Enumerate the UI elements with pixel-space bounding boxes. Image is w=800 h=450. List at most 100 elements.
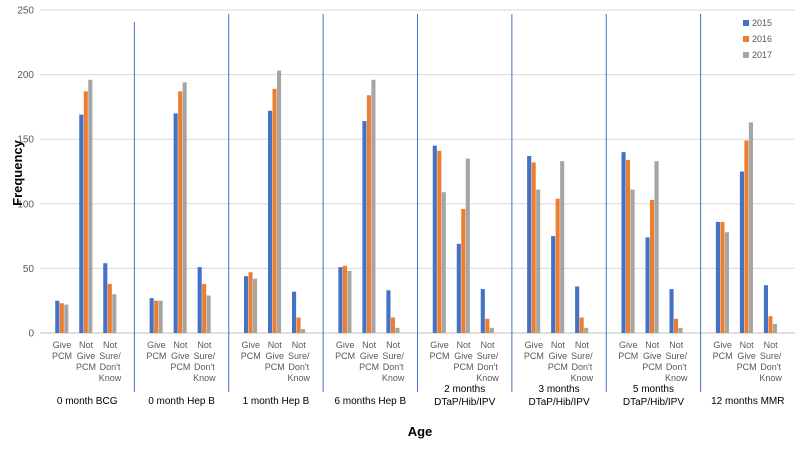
group-label: DTaP/Hib/IPV <box>623 397 684 408</box>
category-label: Give <box>171 351 190 361</box>
bars <box>55 70 777 334</box>
bar-2016 <box>626 159 631 333</box>
bar-2016 <box>650 199 655 333</box>
category-label: Not <box>575 340 590 350</box>
group-label: 3 months <box>538 384 579 395</box>
group-label: 0 month Hep B <box>148 396 215 407</box>
category-label: Give <box>619 340 638 350</box>
bar-2016 <box>296 317 301 333</box>
category-label: Give <box>147 340 166 350</box>
category-label: Know <box>99 373 122 383</box>
category-label: Not <box>79 340 94 350</box>
bar-2015 <box>55 300 60 333</box>
group-label: 5 months <box>633 384 674 395</box>
y-tick-label: 100 <box>17 199 34 210</box>
bar-2017 <box>536 189 541 333</box>
bar-2017 <box>489 327 494 333</box>
bar-2016 <box>272 88 277 333</box>
bar-2016 <box>768 316 773 333</box>
bar-2016 <box>342 265 347 333</box>
legend-label: 2017 <box>752 50 772 60</box>
category-label: Give <box>454 351 473 361</box>
bar-2016 <box>178 91 183 333</box>
category-label: PCM <box>241 351 261 361</box>
legend-label: 2016 <box>752 34 772 44</box>
bar-2015 <box>715 221 720 333</box>
category-label: PCM <box>454 362 474 372</box>
bar-2016 <box>107 283 112 333</box>
bar-2017 <box>64 304 69 333</box>
bar-2017 <box>182 82 187 334</box>
category-label: PCM <box>713 351 733 361</box>
bar-2015 <box>645 237 650 333</box>
category-label: Not <box>551 340 566 350</box>
legend-label: 2015 <box>752 18 772 28</box>
y-tick-label: 200 <box>17 70 34 81</box>
bar-2016 <box>390 317 395 333</box>
category-label: Don't <box>477 362 498 372</box>
category-label: Not <box>386 340 401 350</box>
bar-2017 <box>206 295 211 333</box>
group-label: DTaP/Hib/IPV <box>434 397 495 408</box>
category-label: PCM <box>737 362 757 372</box>
bar-2016 <box>461 208 466 333</box>
bar-2016 <box>579 317 584 333</box>
bar-2017 <box>465 158 470 333</box>
category-label: Give <box>737 351 756 361</box>
category-label: PCM <box>618 351 638 361</box>
bar-2015 <box>480 289 485 333</box>
category-label: Sure/ <box>382 351 404 361</box>
bar-2017 <box>724 232 729 333</box>
category-label: Know <box>476 373 499 383</box>
bar-2015 <box>197 267 202 333</box>
category-label: Give <box>430 340 449 350</box>
bar-2015 <box>551 236 556 333</box>
bar-2017 <box>441 192 446 333</box>
bar-2015 <box>149 298 154 333</box>
category-label: Give <box>241 340 260 350</box>
legend-swatch <box>743 52 749 58</box>
category-label: Sure/ <box>760 351 782 361</box>
category-label: PCM <box>359 362 379 372</box>
category-label: Don't <box>666 362 687 372</box>
category-label: Not <box>456 340 471 350</box>
category-label: Not <box>362 340 377 350</box>
category-label: Know <box>759 373 782 383</box>
bar-2015 <box>763 285 768 333</box>
bar-2017 <box>654 161 659 333</box>
category-label: Not <box>480 340 495 350</box>
bar-2015 <box>739 171 744 333</box>
category-label: Don't <box>288 362 309 372</box>
category-label: PCM <box>265 362 285 372</box>
bar-2015 <box>527 155 532 333</box>
bar-2015 <box>79 114 84 333</box>
category-label: Give <box>77 351 96 361</box>
category-label: Give <box>549 351 568 361</box>
group-label: 0 month BCG <box>57 396 118 407</box>
bar-2016 <box>366 95 371 333</box>
category-label: PCM <box>52 351 72 361</box>
category-label: Sure/ <box>99 351 121 361</box>
bar-2016 <box>674 318 679 333</box>
bar-2017 <box>395 327 400 333</box>
category-label: Not <box>292 340 307 350</box>
bar-2017 <box>584 327 589 333</box>
bar-2016 <box>720 221 725 333</box>
category-label: PCM <box>642 362 662 372</box>
y-axis-ticks: 0 50 100 150 200 250 <box>17 6 34 340</box>
bar-2017 <box>678 327 683 333</box>
bar-2016 <box>437 150 442 333</box>
bar-2015 <box>173 113 178 333</box>
bar-2015 <box>362 121 367 333</box>
legend-swatch <box>743 36 749 42</box>
group-label: 12 months MMR <box>711 396 784 407</box>
category-label: Don't <box>572 362 593 372</box>
bar-2016 <box>202 283 207 333</box>
category-label: Give <box>360 351 379 361</box>
bar-2017 <box>772 323 777 333</box>
bar-2017 <box>301 329 306 333</box>
group-label: 2 months <box>444 384 485 395</box>
category-label: Sure/ <box>665 351 687 361</box>
y-tick-label: 250 <box>17 6 34 17</box>
